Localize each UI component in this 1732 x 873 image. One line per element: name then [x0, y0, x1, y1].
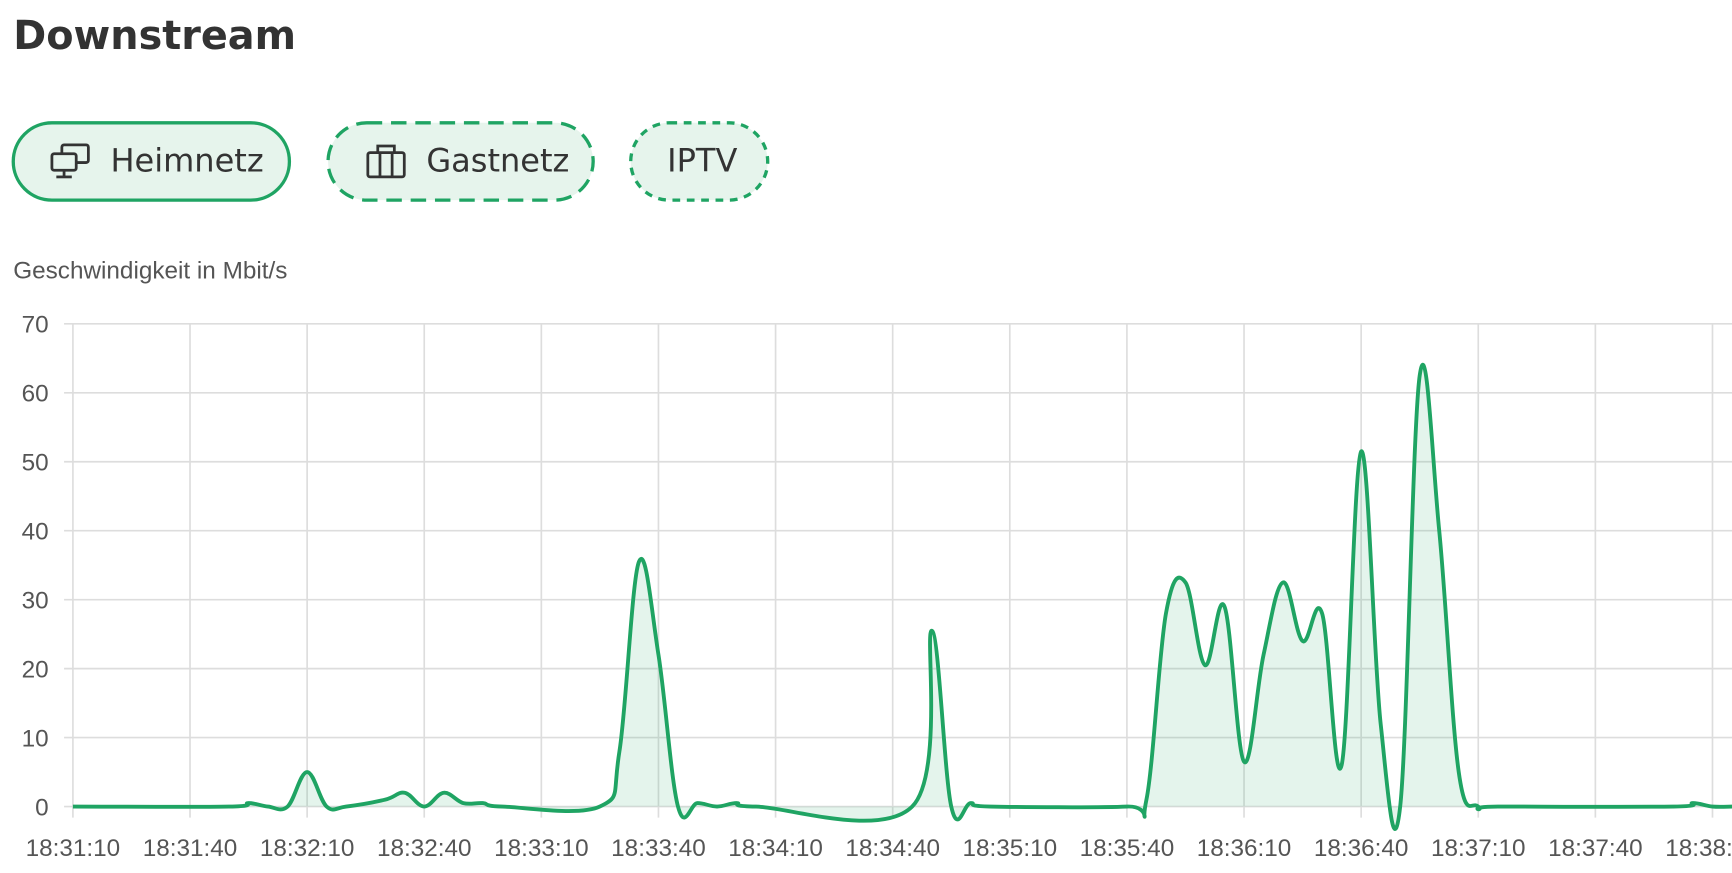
icon-suitcase [366, 144, 406, 179]
x-tick-label: 18:31:40 [143, 835, 238, 862]
filter-button[interactable] [629, 121, 770, 202]
page-title: Downstream [13, 13, 296, 59]
y-tick-label: 50 [22, 450, 49, 477]
y-tick-label: 20 [22, 656, 49, 683]
x-tick-label: 18:36:40 [1314, 835, 1409, 862]
y-tick-label: 60 [22, 381, 49, 408]
filter-button[interactable] [11, 121, 292, 202]
line [72, 363, 1732, 831]
x-tick-label: 18:33:10 [494, 835, 589, 862]
y-tick-label: 30 [22, 588, 49, 615]
filter-label[interactable]: IPTV [667, 142, 737, 180]
y-tick-label: 40 [22, 519, 49, 546]
x-tick-label: 18:32:40 [377, 835, 472, 862]
area [72, 364, 1732, 830]
x-tick-label: 18:38:10 [1665, 835, 1732, 862]
x-tick-label: 18:33:40 [611, 835, 706, 862]
x-tick-label: 18:35:10 [963, 835, 1058, 862]
y-tick-label: 10 [22, 725, 49, 752]
filter-label[interactable]: Heimnetz [110, 142, 263, 180]
x-tick-label: 18:37:40 [1548, 835, 1643, 862]
y-tick-label: 70 [22, 312, 49, 339]
y-axis-title: Geschwindigkeit in Mbit/s [13, 258, 287, 285]
filter-button[interactable] [326, 121, 595, 202]
y-tick-label: 0 [35, 794, 49, 821]
x-tick-label: 18:34:10 [728, 835, 823, 862]
x-tick-label: 18:36:10 [1197, 835, 1292, 862]
x-tick-label: 18:37:10 [1431, 835, 1526, 862]
x-tick-label: 18:34:40 [845, 835, 940, 862]
x-tick-label: 18:31:10 [26, 835, 121, 862]
filter-label[interactable]: Gastnetz [426, 142, 569, 180]
x-tick-label: 18:32:10 [260, 835, 355, 862]
x-tick-label: 18:35:40 [1080, 835, 1175, 862]
icon-monitor [50, 143, 90, 179]
